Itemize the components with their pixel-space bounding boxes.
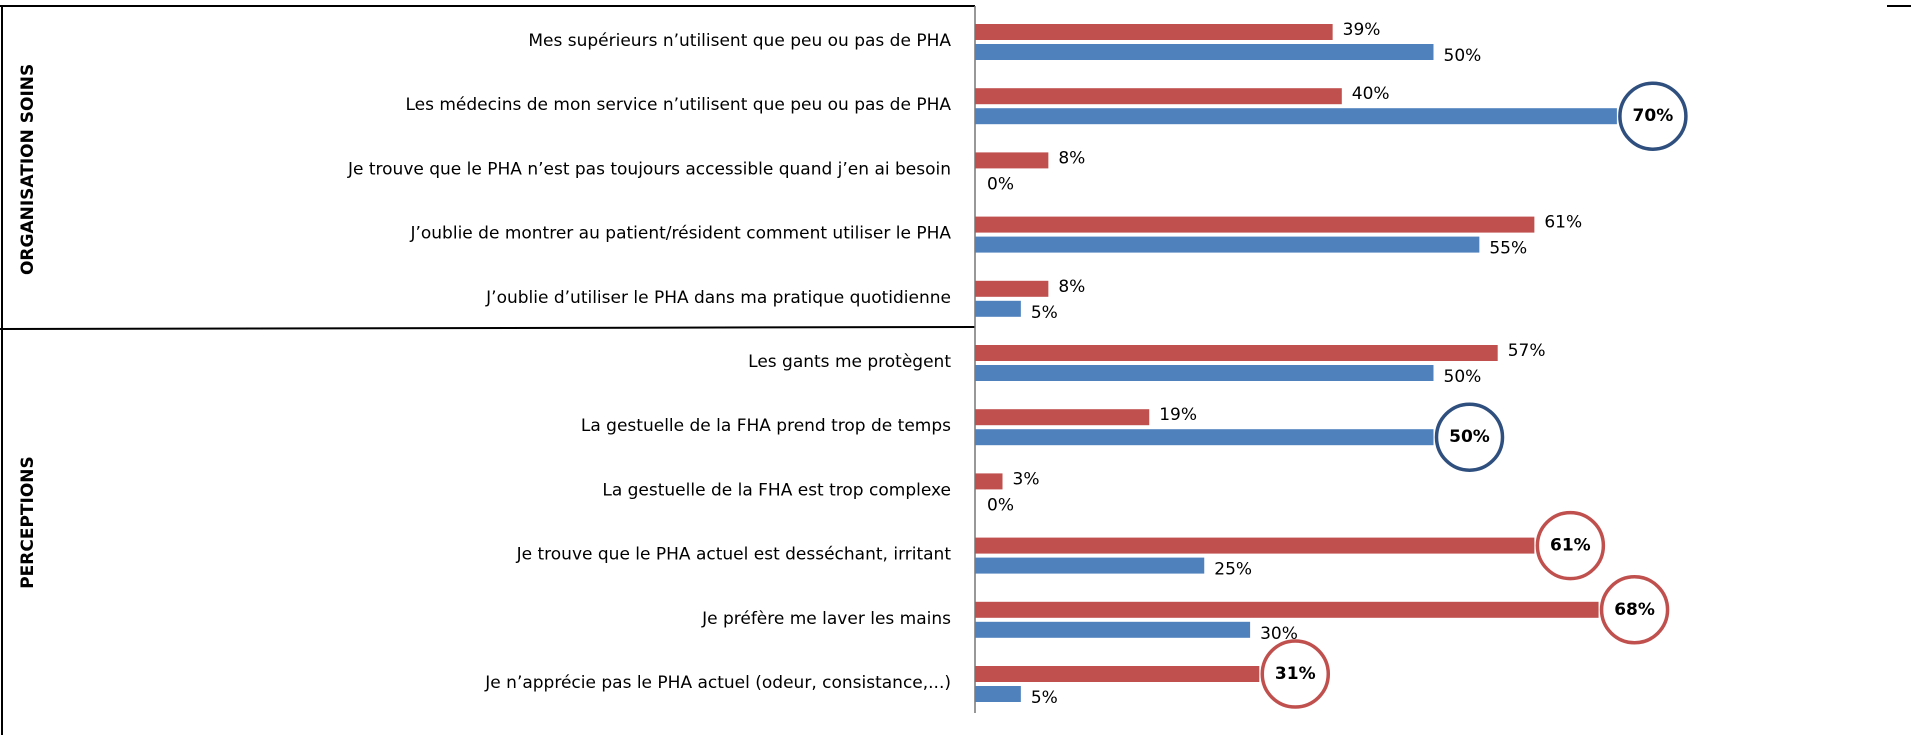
chart: ORGANISATION SOINS PERCEPTIONS Mes supérie… — [0, 0, 1911, 735]
value-label: 70% — [1633, 106, 1674, 126]
bar — [975, 538, 1534, 554]
value-label: 39% — [1343, 20, 1381, 40]
bar — [975, 24, 1333, 40]
bar — [975, 281, 1048, 297]
value-label: 3% — [1013, 469, 1040, 489]
value-label: 55% — [1489, 239, 1527, 259]
bar — [975, 108, 1617, 124]
value-label: 61% — [1550, 536, 1591, 556]
bar — [975, 237, 1479, 253]
bar — [975, 217, 1534, 233]
bar — [975, 345, 1498, 361]
bar — [975, 429, 1434, 445]
group-divider — [0, 327, 975, 329]
bar — [975, 666, 1259, 682]
category-label: La gestuelle de la FHA prend trop de tem… — [581, 416, 951, 436]
category-label: Mes supérieurs n’utilisent que peu ou pa… — [528, 31, 951, 51]
bar — [975, 152, 1048, 168]
value-label: 8% — [1058, 148, 1085, 168]
bar — [975, 602, 1599, 618]
bar — [975, 473, 1003, 489]
category-label: Je trouve que le PHA actuel est dessécha… — [516, 545, 952, 565]
value-label: 19% — [1159, 405, 1197, 425]
value-label: 61% — [1544, 213, 1582, 233]
group-label: PERCEPTIONS — [18, 456, 38, 589]
value-label: 50% — [1444, 367, 1482, 387]
bar — [975, 686, 1021, 702]
bar — [975, 622, 1250, 638]
bar — [975, 44, 1434, 60]
bar — [975, 409, 1149, 425]
value-label: 0% — [987, 495, 1014, 515]
value-label: 40% — [1352, 84, 1390, 104]
value-label: 25% — [1214, 560, 1252, 580]
category-label: Je n’apprécie pas le PHA actuel (odeur, … — [484, 673, 951, 693]
value-label: 0% — [987, 174, 1014, 194]
category-label: J’oublie de montrer au patient/résident … — [409, 224, 951, 244]
value-label: 8% — [1058, 277, 1085, 297]
category-label: Je préfère me laver les mains — [701, 609, 951, 629]
group-label: ORGANISATION SOINS — [18, 64, 38, 275]
category-label: J’oublie d’utiliser le PHA dans ma prati… — [485, 288, 951, 308]
value-label: 50% — [1449, 427, 1490, 447]
value-label: 68% — [1614, 600, 1655, 620]
value-label: 5% — [1031, 688, 1058, 708]
category-label: La gestuelle de la FHA est trop complexe — [602, 480, 951, 500]
bar — [975, 365, 1434, 381]
bar — [975, 558, 1204, 574]
value-label: 31% — [1275, 664, 1316, 684]
value-label: 50% — [1444, 46, 1482, 66]
bar — [975, 301, 1021, 317]
value-label: 5% — [1031, 303, 1058, 323]
category-label: Les gants me protègent — [748, 352, 951, 372]
bar — [975, 88, 1342, 104]
value-label: 57% — [1508, 341, 1546, 361]
category-label: Je trouve que le PHA n’est pas toujours … — [347, 159, 951, 179]
category-label: Les médecins de mon service n’utilisent … — [405, 95, 951, 115]
